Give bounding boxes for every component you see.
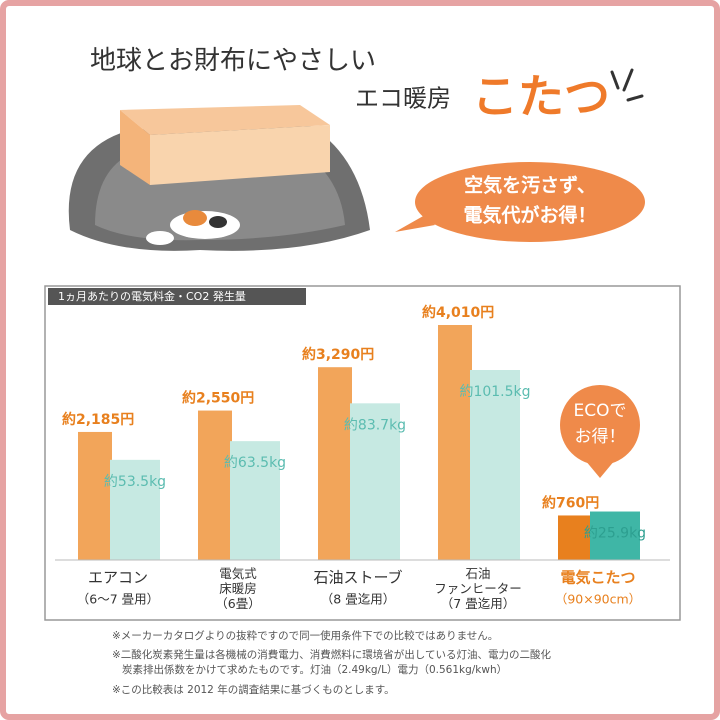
speech-bubble: 空気を汚さず、 電気代がお得！ bbox=[395, 162, 645, 242]
value-label: 約25.9kg bbox=[584, 526, 646, 542]
headline-highlight: こたつ bbox=[472, 70, 610, 124]
value-label: 約101.5kg bbox=[459, 384, 530, 400]
bar bbox=[590, 511, 640, 560]
eco-text: お得！ bbox=[575, 427, 626, 447]
bubble-text: 電気代がお得！ bbox=[463, 204, 596, 227]
x-tick-label: ファンヒーター bbox=[434, 581, 522, 596]
x-tick-label: （7 畳迄用） bbox=[441, 596, 515, 611]
bar bbox=[318, 367, 352, 560]
x-tick-label: 電気こたつ bbox=[560, 569, 635, 587]
value-label: 約63.5kg bbox=[224, 455, 286, 471]
footnote: ※二酸化炭素発生量は各機械の消費電力、消費燃料に環境省が出している灯油、電力の二… bbox=[112, 648, 551, 661]
headline: エコ暖房 bbox=[355, 85, 451, 113]
x-tick-label: （8 畳迄用） bbox=[321, 592, 395, 607]
accent-lines bbox=[610, 68, 644, 102]
x-tick-label: （90×90cm） bbox=[555, 592, 641, 607]
bar bbox=[470, 370, 520, 560]
value-label: 約760円 bbox=[542, 494, 599, 511]
bar bbox=[78, 431, 112, 560]
footnote: ※この比較表は 2012 年の調査結果に基づくものとします。 bbox=[112, 683, 395, 696]
value-label: 約2,550円 bbox=[182, 390, 254, 407]
value-label: 約83.7kg bbox=[344, 417, 406, 433]
eco-bubble: ECOで お得！ bbox=[560, 385, 640, 478]
bar bbox=[438, 325, 472, 560]
bar bbox=[558, 515, 592, 560]
x-tick-label: 床暖房 bbox=[219, 581, 257, 596]
headline: 地球とお財布にやさしい bbox=[90, 46, 376, 76]
eco-text: ECOで bbox=[574, 401, 627, 421]
footnote: 炭素排出係数をかけて求めたものです。灯油（2.49kg/L）電力（0.561kg… bbox=[122, 663, 507, 676]
bar bbox=[198, 410, 232, 560]
bar bbox=[350, 403, 400, 560]
value-label: 約3,290円 bbox=[302, 346, 374, 363]
kotatsu-illustration bbox=[68, 105, 370, 251]
value-label: 約2,185円 bbox=[62, 411, 134, 428]
x-tick-label: 電気式 bbox=[219, 566, 257, 581]
chart-title: 1ヵ月あたりの電気料金・CO2 発生量 bbox=[58, 289, 246, 303]
bubble-text: 空気を汚さず、 bbox=[464, 174, 596, 197]
x-tick-label: （6畳） bbox=[215, 596, 260, 611]
chart-title-tab bbox=[48, 288, 306, 305]
bar bbox=[110, 459, 160, 560]
value-label: 約4,010円 bbox=[422, 304, 494, 321]
x-tick-label: 石油ストーブ bbox=[313, 569, 402, 587]
bar bbox=[230, 441, 280, 560]
footnote: ※メーカーカタログよりの抜粋ですので同一使用条件下での比較ではありません。 bbox=[112, 629, 498, 642]
x-tick-label: 石油 bbox=[465, 566, 490, 581]
x-tick-label: エアコン bbox=[88, 569, 148, 587]
value-label: 約53.5kg bbox=[104, 474, 166, 490]
x-tick-label: （6～7 畳用） bbox=[77, 592, 159, 607]
